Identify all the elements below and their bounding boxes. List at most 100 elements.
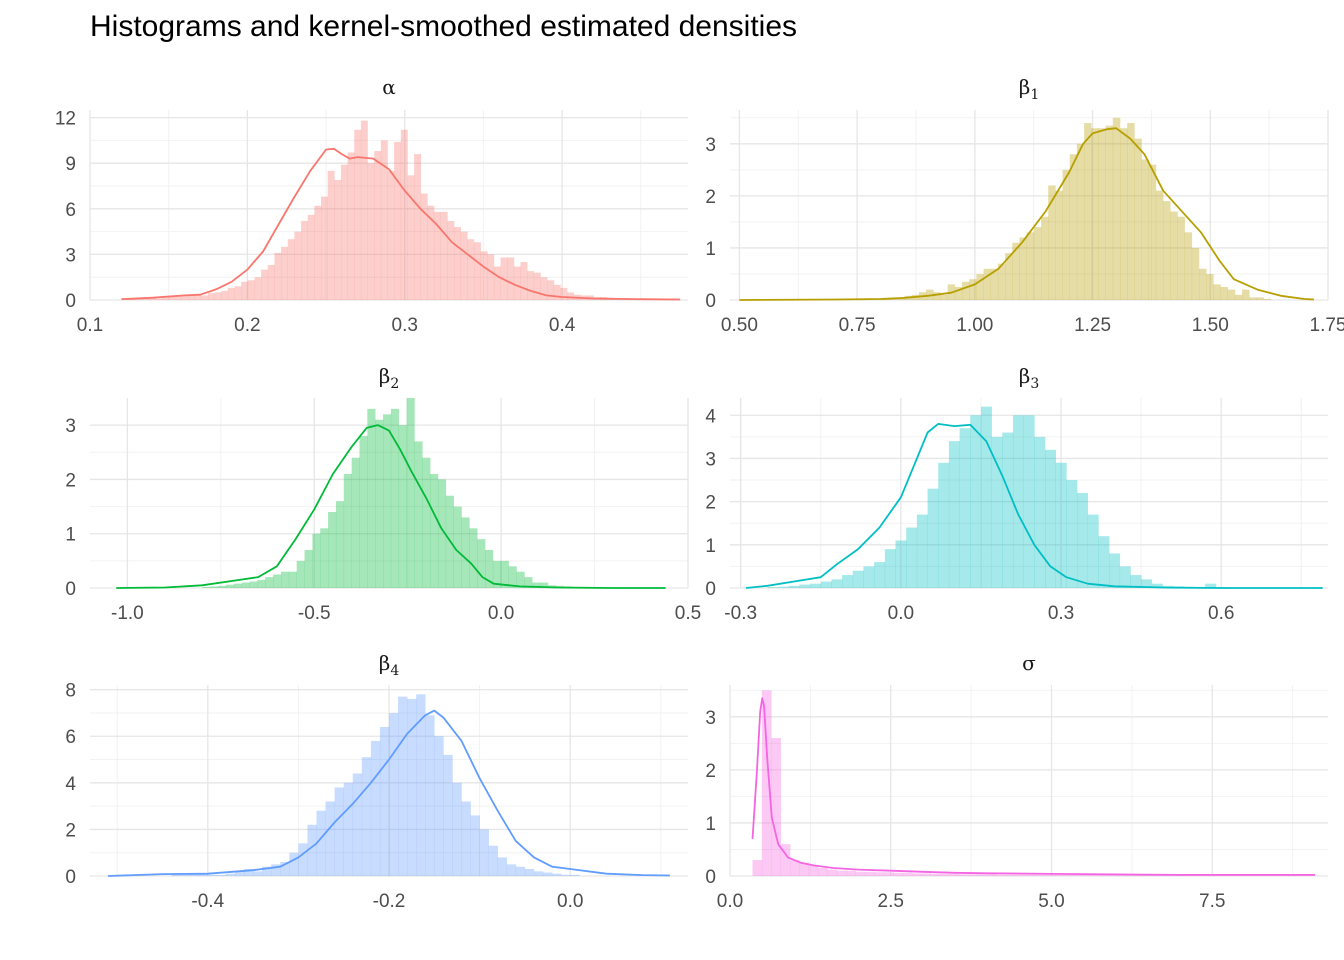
histogram-bar <box>874 562 886 588</box>
x-tick-label: 0.2 <box>234 315 260 336</box>
histogram-bar <box>327 170 335 300</box>
histogram-bar <box>761 690 772 876</box>
histogram-bar <box>452 782 462 876</box>
density-line <box>108 709 670 877</box>
histogram-bar <box>1084 123 1092 300</box>
histogram-bar <box>207 293 215 300</box>
histogram-bar <box>148 298 156 300</box>
histogram-bar <box>895 540 907 588</box>
histogram-bar <box>227 287 235 300</box>
histogram-bar <box>470 815 480 876</box>
histogram-bar <box>863 566 875 588</box>
facet-label-subscript: 1 <box>1030 87 1039 103</box>
histogram-bar <box>416 694 426 876</box>
histogram-bar <box>273 574 282 588</box>
x-tick-label: 1.75 <box>1310 315 1344 336</box>
histogram-bar <box>752 860 763 876</box>
y-tick-label: 0 <box>705 867 716 888</box>
histogram-bar <box>271 864 281 876</box>
histogram-bar <box>933 292 941 300</box>
histogram-bar <box>524 577 533 588</box>
histogram-bar <box>314 205 322 300</box>
histogram-bar <box>1012 415 1024 588</box>
histogram-bar <box>1026 232 1035 300</box>
histogram-bar <box>454 227 461 300</box>
x-tick-label: 0.0 <box>717 891 743 912</box>
facet-label: β4 <box>379 651 400 679</box>
histogram-bar <box>168 296 175 300</box>
y-tick-label: 8 <box>65 681 76 702</box>
histogram-bar <box>1184 232 1193 300</box>
histogram-bar <box>513 266 521 300</box>
histogram-bar <box>400 129 408 300</box>
histogram-bar <box>1263 298 1272 300</box>
histogram-bar <box>1191 247 1200 300</box>
histogram-bar <box>855 871 866 876</box>
histogram-bar <box>1249 297 1257 300</box>
histogram-bar <box>1148 164 1157 300</box>
histogram-bar <box>507 257 515 300</box>
histogram-bar <box>226 584 235 588</box>
histogram-bar <box>874 872 885 876</box>
x-tick-label: -0.3 <box>724 603 757 624</box>
y-tick-label: 3 <box>705 708 716 729</box>
histogram-bar <box>390 408 400 588</box>
histogram-bar <box>1151 583 1163 588</box>
histogram-bar <box>325 801 335 876</box>
histogram-bar <box>198 873 209 876</box>
density-line <box>751 697 1316 876</box>
histogram-bar <box>493 266 501 300</box>
histogram-bar <box>407 175 415 300</box>
histogram-bar <box>257 579 266 588</box>
histogram-bar <box>154 298 162 300</box>
histogram-bar <box>1098 128 1106 300</box>
histogram-bar <box>865 871 875 876</box>
gridlines <box>730 110 1329 301</box>
y-tick-label: 0 <box>65 867 76 888</box>
histogram-bar <box>340 164 348 300</box>
histogram-bar <box>210 586 219 588</box>
histogram-bar <box>398 696 408 876</box>
histogram-bar <box>954 286 963 300</box>
histogram-bar <box>533 272 541 300</box>
facet-label: α <box>382 75 396 99</box>
histogram-bar <box>249 581 258 588</box>
histogram-bar <box>1198 268 1207 300</box>
histogram-bar <box>1206 273 1214 300</box>
histogram-bar <box>980 406 992 588</box>
histogram-bar <box>289 852 299 876</box>
histogram-bar <box>1034 436 1046 588</box>
histogram-bar <box>180 874 190 876</box>
x-tick-label: 0.0 <box>488 603 514 624</box>
histogram-bar <box>1227 289 1236 300</box>
histogram-bar <box>307 824 317 876</box>
histogram-bar <box>216 874 227 876</box>
histogram-bar <box>1077 493 1089 588</box>
histogram-bar <box>532 582 541 588</box>
histogram-bar <box>287 239 295 300</box>
histogram-bar <box>244 869 254 876</box>
histogram-bar <box>1087 514 1099 588</box>
histogram-bar <box>921 873 931 876</box>
histogram-bar <box>1066 480 1078 588</box>
histogram-bar <box>1141 159 1150 300</box>
x-tick-label: -0.2 <box>373 891 406 912</box>
histogram-bar <box>398 425 407 588</box>
histogram-bar <box>906 527 918 588</box>
x-tick-label: 0.4 <box>549 315 576 336</box>
x-tick-label: -1.0 <box>111 603 144 624</box>
histogram-bar <box>281 246 289 300</box>
histogram-bar <box>767 587 779 588</box>
facet-label-subscript: 3 <box>1030 376 1039 392</box>
x-tick-label: 5.0 <box>1038 891 1064 912</box>
histogram-bar <box>1127 123 1135 300</box>
histogram-bar <box>262 866 272 876</box>
histogram-bar <box>347 152 355 300</box>
histogram-bar <box>394 141 402 300</box>
gridlines <box>729 685 1328 877</box>
panel-5: -0.4 -0.2 0.0 0 2 4 6 8 β4 <box>65 651 688 912</box>
histogram-bar <box>927 488 939 588</box>
histogram-bar <box>778 586 790 588</box>
histogram-bar <box>304 550 313 588</box>
histogram-bar <box>440 211 448 300</box>
